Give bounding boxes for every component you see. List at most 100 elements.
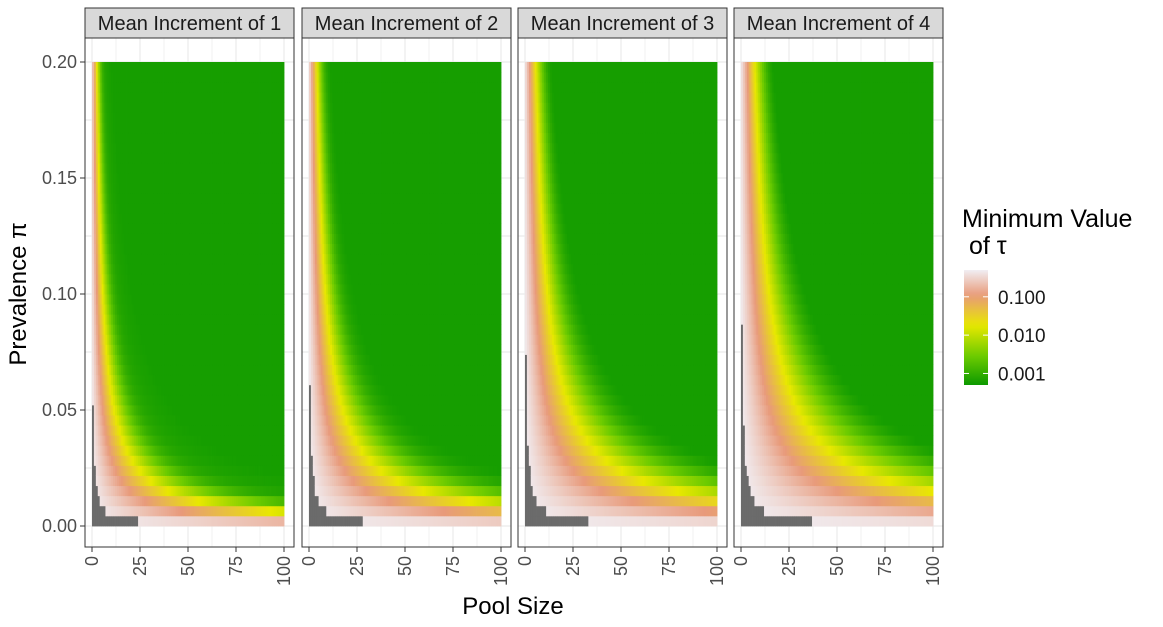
heatmap-cell bbox=[164, 495, 168, 507]
heatmap-cell bbox=[188, 263, 191, 275]
heatmap-cell bbox=[282, 72, 285, 83]
heatmap-cell bbox=[212, 223, 216, 234]
heatmap-cell bbox=[266, 263, 270, 275]
heatmap-cell bbox=[257, 152, 260, 164]
heatmap-cell bbox=[251, 102, 254, 113]
heatmap-cell bbox=[170, 243, 174, 255]
heatmap-cell bbox=[266, 384, 270, 396]
heatmap-cell bbox=[161, 72, 164, 83]
heatmap-cell bbox=[149, 384, 152, 396]
heatmap-cell bbox=[122, 172, 126, 184]
heatmap-cell bbox=[174, 273, 177, 285]
heatmap-cell bbox=[111, 354, 114, 366]
heatmap-cell bbox=[113, 132, 116, 144]
heatmap-cell bbox=[124, 62, 127, 73]
heatmap-cell bbox=[180, 62, 183, 73]
heatmap-cell bbox=[149, 253, 152, 265]
heatmap-cell bbox=[189, 172, 193, 184]
heatmap-cell bbox=[243, 465, 246, 476]
heatmap-cell bbox=[168, 183, 172, 194]
heatmap-cell bbox=[264, 475, 268, 487]
heatmap-cell bbox=[178, 162, 181, 174]
heatmap-cell bbox=[164, 172, 168, 184]
heatmap-cell bbox=[314, 243, 318, 255]
heatmap-cell bbox=[95, 253, 99, 265]
heatmap-cell bbox=[136, 273, 139, 285]
heatmap-cell bbox=[130, 203, 133, 214]
heatmap-cell bbox=[278, 384, 281, 396]
heatmap-cell bbox=[197, 193, 200, 204]
heatmap-cell bbox=[149, 213, 152, 224]
heatmap-cell bbox=[188, 142, 191, 154]
heatmap-cell bbox=[322, 404, 325, 416]
heatmap-cell bbox=[309, 304, 312, 315]
heatmap-cell bbox=[268, 354, 271, 366]
heatmap-cell bbox=[236, 334, 239, 345]
heatmap-cell bbox=[211, 324, 214, 335]
heatmap-cell bbox=[105, 283, 108, 295]
heatmap-cell bbox=[220, 324, 223, 335]
heatmap-cell bbox=[218, 172, 222, 184]
heatmap-cell bbox=[226, 122, 229, 134]
heatmap-cell bbox=[218, 72, 222, 83]
heatmap-cell bbox=[124, 384, 127, 396]
heatmap-cell bbox=[97, 505, 101, 517]
heatmap-cell bbox=[92, 223, 95, 234]
heatmap-cell bbox=[126, 213, 129, 224]
heatmap-cell bbox=[247, 334, 250, 345]
heatmap-cell bbox=[276, 132, 279, 144]
heatmap-cell bbox=[214, 485, 218, 497]
heatmap-cell bbox=[239, 152, 243, 164]
heatmap-cell bbox=[130, 132, 133, 144]
heatmap-cell bbox=[220, 404, 223, 416]
heatmap-cell bbox=[197, 324, 200, 335]
heatmap-cell bbox=[241, 354, 245, 366]
heatmap-cell bbox=[203, 62, 206, 73]
heatmap-cell bbox=[186, 122, 189, 134]
heatmap-cell bbox=[132, 152, 135, 164]
heatmap-cell bbox=[282, 435, 285, 446]
heatmap-cell bbox=[163, 495, 166, 507]
heatmap-cell bbox=[266, 495, 270, 507]
heatmap-cell bbox=[230, 142, 233, 154]
heatmap-cell bbox=[93, 435, 97, 446]
heatmap-cell bbox=[107, 425, 110, 436]
heatmap-cell bbox=[176, 102, 179, 113]
heatmap-cell bbox=[149, 92, 152, 103]
heatmap-cell bbox=[186, 324, 189, 335]
heatmap-cell bbox=[191, 374, 195, 386]
heatmap-cell bbox=[310, 404, 314, 416]
heatmap-cell bbox=[189, 415, 193, 426]
heatmap-cell bbox=[145, 183, 149, 194]
heatmap-cell bbox=[262, 112, 266, 123]
heatmap-cell bbox=[191, 183, 195, 194]
heatmap-cell bbox=[141, 263, 145, 275]
heatmap-cell bbox=[178, 102, 181, 113]
heatmap-cell bbox=[159, 283, 162, 295]
heatmap-cell bbox=[168, 404, 172, 416]
heatmap-cell bbox=[314, 142, 318, 154]
heatmap-cell bbox=[168, 112, 172, 123]
heatmap-cell bbox=[163, 253, 166, 265]
heatmap-cell bbox=[243, 495, 246, 507]
heatmap-cell bbox=[259, 82, 262, 93]
heatmap-cell bbox=[249, 92, 252, 103]
heatmap-cell bbox=[199, 172, 202, 184]
heatmap-cell bbox=[124, 515, 127, 527]
heatmap-cell bbox=[226, 193, 229, 204]
heatmap-cell bbox=[212, 122, 216, 134]
heatmap-cell bbox=[126, 495, 129, 507]
heatmap-cell bbox=[157, 243, 160, 255]
heatmap-cell bbox=[205, 435, 208, 446]
heatmap-cell bbox=[118, 203, 122, 214]
heatmap-cell bbox=[266, 152, 270, 164]
heatmap-cell bbox=[166, 495, 170, 507]
heatmap-cell bbox=[259, 273, 262, 285]
heatmap-cell bbox=[274, 152, 277, 164]
heatmap-cell bbox=[316, 233, 319, 244]
heatmap-cell bbox=[176, 203, 179, 214]
heatmap-cell bbox=[93, 294, 97, 305]
heatmap-cell bbox=[270, 485, 273, 497]
heatmap-cell bbox=[253, 142, 256, 154]
heatmap-cell bbox=[262, 344, 266, 355]
